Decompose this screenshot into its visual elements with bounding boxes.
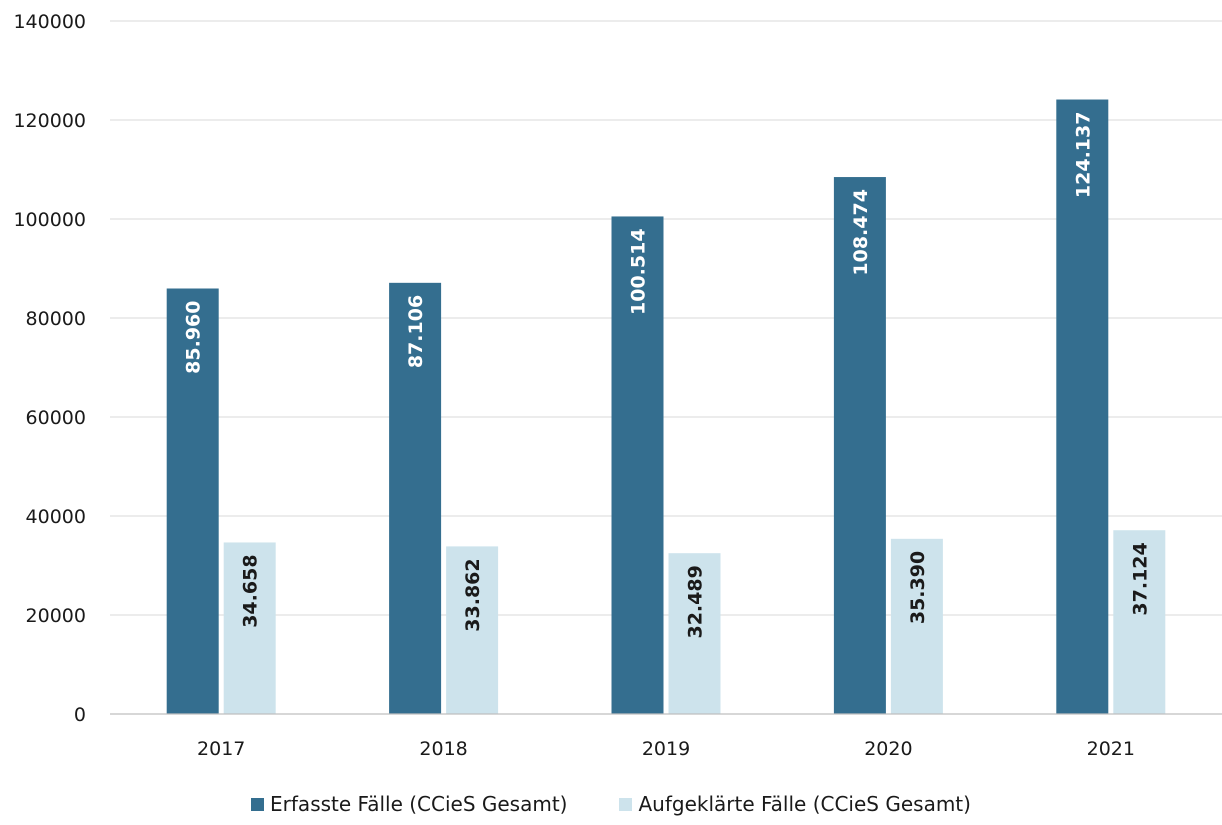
data-label-erfasste: 108.474 — [850, 189, 872, 276]
x-axis: 2017 2018 2019 2020 2021 — [110, 713, 1222, 760]
data-label-aufgeklaerte: 35.390 — [907, 551, 929, 624]
bar-aufgeklaerte — [1113, 530, 1166, 714]
bar-aufgeklaerte — [446, 546, 499, 714]
data-label-erfasste: 87.106 — [405, 295, 427, 368]
x-tick-label: 2020 — [864, 738, 912, 760]
x-tick-label: 2018 — [419, 738, 467, 760]
legend-swatch-aufgeklaerte — [619, 797, 633, 811]
legend-swatch-erfasste — [251, 797, 265, 811]
y-tick-label: 140000 — [13, 11, 86, 33]
gridlines — [110, 20, 1222, 715]
data-label-erfasste: 85.960 — [183, 300, 205, 373]
data-label-erfasste: 100.514 — [628, 228, 650, 315]
y-tick-label: 0 — [74, 704, 86, 726]
bar-erfasste — [611, 216, 664, 715]
bars: 85.960 34.658 87.106 33.862 100.514 32.489 108… — [166, 99, 1166, 715]
data-label-aufgeklaerte: 34.658 — [240, 554, 262, 627]
y-tick-label: 100000 — [13, 209, 86, 231]
bar-erfasste — [833, 177, 886, 714]
legend-label-erfasste: Erfasste Fälle (CCieS Gesamt) — [270, 792, 568, 816]
y-axis: 0 20000 40000 60000 80000 100000 120000 140000 — [13, 11, 86, 726]
y-tick-label: 60000 — [26, 407, 86, 429]
legend: Erfasste Fälle (CCieS Gesamt) Aufgeklärt… — [0, 792, 1222, 816]
bar-aufgeklaerte — [223, 542, 276, 714]
bar-erfasste — [1056, 99, 1109, 714]
data-label-erfasste: 124.137 — [1072, 112, 1094, 199]
bar-aufgeklaerte — [890, 538, 943, 714]
legend-item-aufgeklaerte: Aufgeklärte Fälle (CCieS Gesamt) — [619, 792, 971, 816]
x-tick-label: 2019 — [642, 738, 690, 760]
bar-aufgeklaerte — [668, 553, 721, 714]
y-tick-label: 40000 — [26, 506, 86, 528]
data-label-aufgeklaerte: 33.862 — [462, 558, 484, 631]
x-tick-label: 2017 — [197, 738, 245, 760]
bar-erfasste — [389, 282, 442, 714]
data-label-aufgeklaerte: 32.489 — [685, 565, 707, 638]
y-tick-label: 80000 — [26, 308, 86, 330]
data-label-aufgeklaerte: 37.124 — [1129, 542, 1151, 615]
x-tick-label: 2021 — [1087, 738, 1135, 760]
y-tick-label: 120000 — [13, 110, 86, 132]
legend-item-erfasste: Erfasste Fälle (CCieS Gesamt) — [251, 792, 567, 816]
y-tick-label: 20000 — [26, 605, 86, 627]
legend-label-aufgeklaerte: Aufgeklärte Fälle (CCieS Gesamt) — [638, 792, 971, 816]
bar-erfasste — [166, 288, 219, 714]
